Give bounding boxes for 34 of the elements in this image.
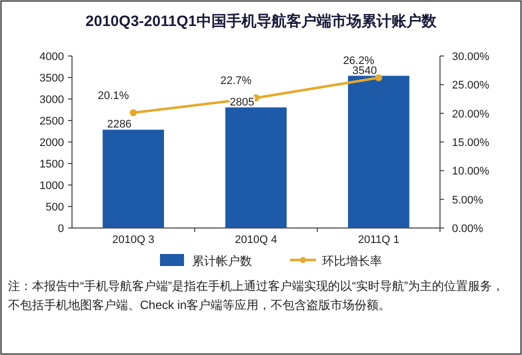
y2-tick-label: 0.00% xyxy=(452,223,484,235)
x-tick-label: 2010Q 3 xyxy=(112,234,154,246)
point xyxy=(130,109,137,116)
bar xyxy=(348,76,410,228)
y-tick-label: 3000 xyxy=(40,94,64,106)
y2-tick-label: 25.00% xyxy=(452,80,490,92)
legend-label: 环比增长率 xyxy=(322,254,382,268)
point xyxy=(375,74,382,82)
data-label: 22.7% xyxy=(220,74,252,87)
y-tick-label: 1500 xyxy=(40,158,64,170)
y2-tick-label: 20.00% xyxy=(452,108,490,120)
y-tick-label: 2000 xyxy=(40,137,64,149)
bar xyxy=(225,107,287,228)
y2-tick-label: 5.00% xyxy=(452,194,484,206)
y-tick-label: 500 xyxy=(46,202,64,214)
y2-tick-label: 10.00% xyxy=(452,166,490,178)
y-tick-label: 0 xyxy=(58,223,64,235)
y-tick-label: 4000 xyxy=(40,51,64,63)
legend-label: 累计帐户数 xyxy=(192,254,252,268)
x-tick-label: 2010Q 4 xyxy=(234,234,278,246)
data-label: 2286 xyxy=(107,118,132,131)
text: 注：本报告中“手机导航客户端”是指在手机上通过客户端实现的以“实时导航”为主的位置服务， xyxy=(8,279,504,293)
text: 不包括手机地图客户端、Check in客户端等应用，不包含盗版市场份额。 xyxy=(8,298,391,312)
data-label: 26.2% xyxy=(343,54,374,67)
y2-tick-label: 15.00% xyxy=(452,137,490,149)
y-tick-label: 1000 xyxy=(40,180,64,192)
chart-title: 2010Q3-2011Q1中国手机导航客户端市场累计账户数 xyxy=(86,12,438,30)
y-tick-label: 2500 xyxy=(40,116,64,128)
bar xyxy=(102,130,164,228)
data-label: 20.1% xyxy=(98,90,130,102)
y-tick-label: 3500 xyxy=(40,72,64,84)
x-tick-label: 2011Q 1 xyxy=(358,234,400,246)
y2-tick-label: 30.00% xyxy=(452,51,490,63)
data-label: 3540 xyxy=(352,64,377,77)
